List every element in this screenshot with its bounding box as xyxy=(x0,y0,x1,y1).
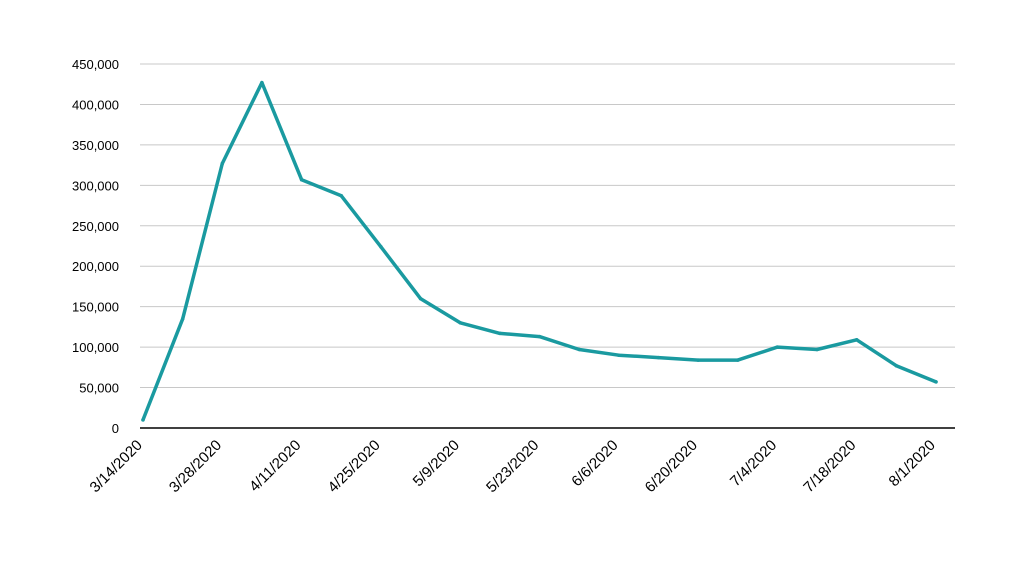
x-tick-label: 6/6/2020 xyxy=(568,437,621,490)
data-point xyxy=(141,418,145,422)
y-tick-label: 50,000 xyxy=(79,381,119,396)
y-tick-label: 150,000 xyxy=(72,300,119,315)
y-tick-label: 250,000 xyxy=(72,219,119,234)
series-line xyxy=(141,80,938,422)
data-point xyxy=(775,345,780,349)
data-point xyxy=(854,338,859,342)
y-tick-label: 400,000 xyxy=(72,97,119,112)
data-point xyxy=(577,347,581,352)
x-tick-label: 5/23/2020 xyxy=(483,437,542,496)
gridlines xyxy=(140,63,955,389)
data-point xyxy=(498,331,502,336)
data-point xyxy=(180,317,185,321)
x-tick-label: 3/14/2020 xyxy=(87,437,146,496)
data-point xyxy=(736,358,740,362)
data-point xyxy=(617,353,621,357)
data-point xyxy=(815,347,819,352)
data-point xyxy=(220,161,225,166)
y-tick-label: 300,000 xyxy=(72,178,119,193)
data-point xyxy=(696,358,700,362)
plot-area xyxy=(141,80,938,422)
data-point xyxy=(260,80,264,85)
y-tick-label: 0 xyxy=(112,421,119,436)
y-tick-label: 200,000 xyxy=(72,259,119,274)
y-axis: 0 50,000 100,000 150,000 200,000 250,000 300,0… xyxy=(72,57,119,436)
x-axis: 3/14/2020 3/28/2020 4/11/2020 4/25/2020 5/9/… xyxy=(87,437,939,496)
x-tick-label: 4/25/2020 xyxy=(325,437,384,496)
data-point xyxy=(299,177,304,182)
x-tick-label: 4/11/2020 xyxy=(246,437,304,495)
x-tick-label: 7/4/2020 xyxy=(727,437,780,490)
data-point xyxy=(418,296,423,301)
x-tick-label: 3/28/2020 xyxy=(166,437,225,496)
data-point xyxy=(934,380,938,384)
data-point xyxy=(458,321,462,325)
data-point xyxy=(339,194,344,198)
data-point xyxy=(894,363,899,368)
data-point xyxy=(656,355,661,360)
y-tick-label: 100,000 xyxy=(72,340,119,355)
data-point xyxy=(379,245,383,249)
x-tick-label: 5/9/2020 xyxy=(410,437,463,490)
y-tick-label: 450,000 xyxy=(72,57,119,72)
data-point xyxy=(537,334,542,339)
x-tick-label: 8/1/2020 xyxy=(886,437,939,490)
y-tick-label: 350,000 xyxy=(72,138,119,153)
x-tick-label: 7/18/2020 xyxy=(800,437,859,496)
x-tick-label: 6/20/2020 xyxy=(642,437,701,496)
